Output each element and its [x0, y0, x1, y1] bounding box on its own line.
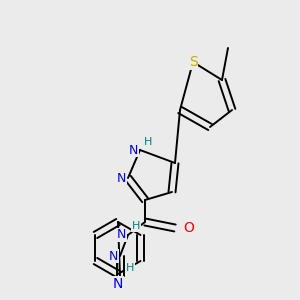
Text: H: H	[126, 263, 134, 273]
Text: N: N	[117, 229, 126, 242]
Text: N: N	[109, 250, 118, 262]
Text: N: N	[129, 143, 138, 157]
Text: S: S	[189, 55, 197, 69]
Text: O: O	[183, 221, 194, 235]
Text: N: N	[117, 172, 126, 184]
Text: H: H	[132, 221, 140, 231]
Text: H: H	[144, 137, 152, 147]
Text: N: N	[113, 277, 123, 291]
